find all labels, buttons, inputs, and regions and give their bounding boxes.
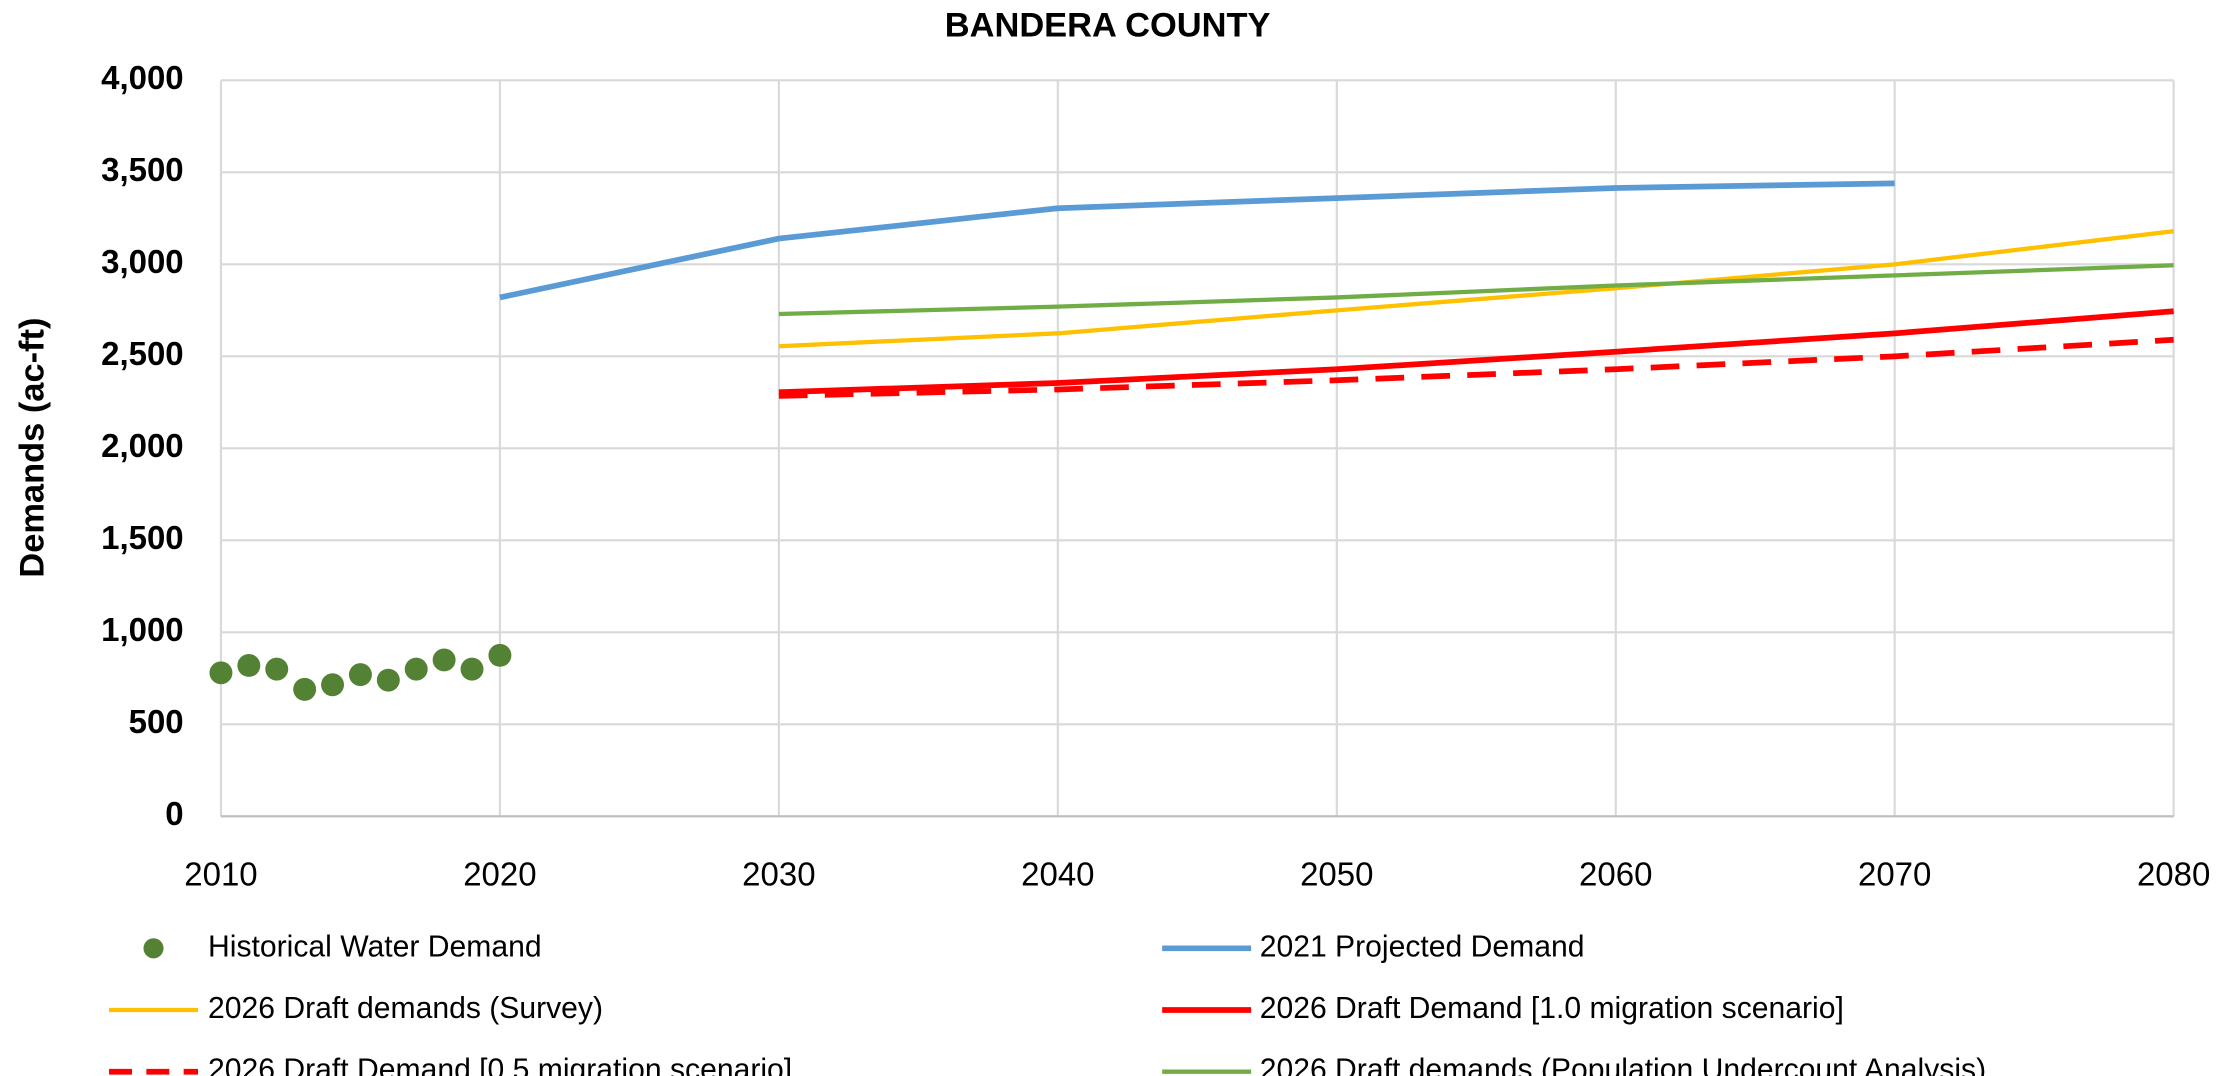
y-tick-label: 0: [165, 795, 183, 832]
y-tick-label: 3,000: [101, 243, 184, 280]
y-axis-label: Demands (ac-ft): [14, 318, 52, 578]
x-tick-label: 2070: [1858, 855, 1931, 892]
series-line: [778, 336, 2174, 399]
data-point: [348, 663, 372, 687]
y-tick-label: 1,000: [101, 611, 184, 648]
data-point: [321, 673, 345, 697]
legend-symbol: [143, 938, 164, 959]
x-tick-label: 2020: [463, 855, 536, 892]
x-tick-label: 2050: [1300, 855, 1373, 892]
data-point: [404, 657, 428, 681]
x-tick-label: 2060: [1579, 855, 1652, 892]
legend-label: 2026 Draft Demand [1.0 migration scenari…: [1260, 992, 1844, 1025]
legend-label: 2026 Draft Demand [0.5 migration scenari…: [208, 1054, 792, 1076]
chart-title: BANDERA COUNTY: [945, 6, 1271, 44]
y-tick-label: 3,500: [101, 151, 184, 188]
x-tick-label: 2030: [742, 855, 815, 892]
legend-label: 2021 Projected Demand: [1260, 930, 1585, 963]
y-tick-label: 500: [129, 703, 184, 740]
y-tick-label: 2,000: [101, 427, 184, 464]
data-point: [488, 643, 512, 667]
data-point: [376, 668, 400, 692]
series-line: [778, 308, 2174, 396]
x-tick-label: 2040: [1021, 855, 1094, 892]
legend-label: Historical Water Demand: [208, 930, 542, 963]
x-tick-label: 2080: [2137, 855, 2210, 892]
legend-label: 2026 Draft demands (Survey): [208, 992, 603, 1025]
legend-label: 2026 Draft demands (Population Undercoun…: [1260, 1054, 1986, 1076]
y-tick-label: 2,500: [101, 335, 184, 372]
y-tick-label: 1,500: [101, 519, 184, 556]
y-tick-label: 4,000: [101, 59, 184, 96]
data-point: [432, 648, 456, 672]
series-line: [499, 180, 1895, 301]
x-tick-label: 2010: [184, 855, 257, 892]
data-point: [237, 653, 261, 677]
data-point: [209, 661, 233, 685]
data-point: [265, 657, 289, 681]
data-point: [293, 677, 317, 701]
series-line: [778, 229, 2174, 349]
series-line: [778, 263, 2174, 317]
data-point: [460, 657, 484, 681]
